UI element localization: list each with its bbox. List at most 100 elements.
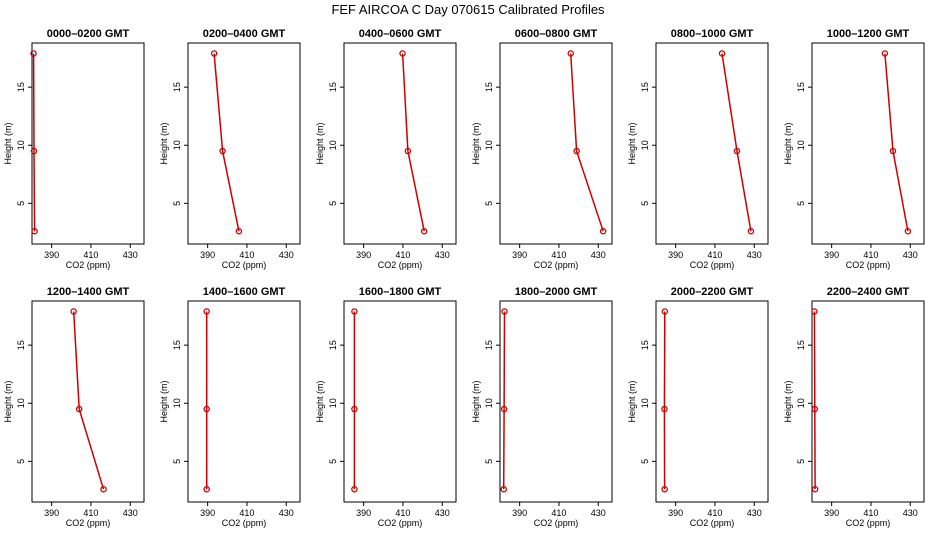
y-tick-label: 10: [640, 398, 650, 408]
x-axis-label: CO2 (ppm): [690, 260, 735, 270]
y-axis-label: Height (m): [471, 380, 481, 422]
x-tick-label: 430: [591, 508, 606, 518]
profile-point: [599, 227, 607, 235]
y-tick-label: 5: [328, 459, 338, 464]
profile-point: [889, 147, 897, 155]
x-axis-label: CO2 (ppm): [66, 518, 111, 528]
x-axis-label: CO2 (ppm): [66, 260, 111, 270]
x-tick-label: 430: [903, 508, 918, 518]
y-axis-label: Height (m): [471, 122, 481, 164]
x-tick-label: 410: [239, 250, 254, 260]
y-axis-label: Height (m): [783, 380, 793, 422]
y-tick-label: 5: [640, 459, 650, 464]
profile-point: [31, 227, 38, 235]
profile-line: [884, 53, 909, 232]
panel-title: 2200–2400 GMT: [827, 286, 910, 298]
y-axis-label: Height (m): [627, 122, 637, 164]
profile-panel: 0600–0800 GMT 390 410 430 5 10 15 CO2 (ppm) Heig…: [471, 28, 613, 270]
profile-line: [72, 311, 105, 490]
profile-point: [904, 227, 912, 235]
y-axis-label: Height (m): [315, 122, 325, 164]
y-tick-label: 5: [16, 201, 26, 206]
profile-panel: 2000–2200 GMT 390 410 430 5 10 15 CO2 (ppm) Heig…: [627, 286, 769, 528]
panel-title: 0400–0600 GMT: [359, 28, 442, 40]
plot-frame: [187, 42, 301, 245]
panel-title: 1000–1200 GMT: [827, 28, 910, 40]
x-tick-label: 430: [747, 250, 762, 260]
y-tick-label: 5: [172, 201, 182, 206]
y-tick-label: 5: [16, 459, 26, 464]
y-tick-label: 5: [796, 201, 806, 206]
y-tick-label: 10: [328, 398, 338, 408]
y-tick-label: 15: [640, 82, 650, 92]
y-tick-label: 5: [796, 459, 806, 464]
profile-point: [404, 147, 412, 155]
y-axis-label: Height (m): [315, 380, 325, 422]
x-tick-label: 410: [239, 508, 254, 518]
plot-frame: [811, 300, 925, 503]
profile-panel: 1600–1800 GMT 390 410 430 5 10 15 CO2 (ppm) Heig…: [315, 286, 457, 528]
profile-panel: 0000–0200 GMT 390 410 430 5 10 15 CO2 (ppm) Heig…: [3, 28, 145, 270]
y-tick-label: 10: [796, 140, 806, 150]
x-tick-label: 390: [668, 508, 683, 518]
x-tick-label: 430: [435, 250, 450, 260]
profile-point: [399, 50, 406, 57]
profile-point: [420, 227, 428, 235]
profile-point: [567, 50, 574, 57]
figure-title: FEF AIRCOA C Day 070615 Calibrated Profi…: [331, 2, 605, 17]
x-tick-label: 410: [395, 508, 410, 518]
x-tick-label: 430: [279, 250, 294, 260]
profile-point: [210, 50, 218, 57]
panel-title: 1200–1400 GMT: [47, 286, 130, 298]
plot-frame: [187, 300, 301, 503]
profile-point: [811, 405, 819, 413]
y-tick-label: 10: [172, 398, 182, 408]
y-tick-label: 15: [484, 340, 494, 350]
x-tick-label: 390: [668, 250, 683, 260]
y-tick-label: 15: [796, 82, 806, 92]
profile-point: [501, 308, 508, 315]
y-tick-label: 15: [796, 340, 806, 350]
profile-point: [661, 485, 668, 493]
profile-panel: 0400–0600 GMT 390 410 430 5 10 15 CO2 (ppm) Heig…: [315, 28, 457, 270]
x-axis-label: CO2 (ppm): [534, 518, 579, 528]
profile-point: [661, 405, 668, 413]
x-tick-label: 430: [903, 250, 918, 260]
plot-frame: [499, 300, 613, 503]
y-tick-label: 15: [16, 82, 26, 92]
x-tick-label: 390: [356, 250, 371, 260]
x-tick-label: 430: [123, 250, 138, 260]
panel-title: 0200–0400 GMT: [203, 28, 286, 40]
plot-frame: [655, 300, 769, 503]
profile-panel: 1800–2000 GMT 390 410 430 5 10 15 CO2 (ppm) Heig…: [471, 286, 613, 528]
x-tick-label: 410: [551, 250, 566, 260]
profile-point: [351, 405, 358, 413]
profile-line: [569, 53, 604, 232]
profile-point: [235, 227, 243, 235]
profile-line: [213, 53, 240, 232]
panel-grid: 0000–0200 GMT 390 410 430 5 10 15 CO2 (ppm) Heig…: [3, 28, 925, 528]
x-tick-label: 430: [591, 250, 606, 260]
x-tick-label: 410: [707, 250, 722, 260]
profile-point: [811, 308, 818, 315]
y-tick-label: 5: [172, 459, 182, 464]
profile-line: [401, 53, 425, 232]
profile-point: [500, 405, 508, 413]
plot-frame: [499, 42, 613, 245]
x-tick-label: 410: [395, 250, 410, 260]
panel-title: 2000–2200 GMT: [671, 286, 754, 298]
y-tick-label: 5: [484, 201, 494, 206]
x-tick-label: 390: [44, 508, 59, 518]
profile-panel: 1200–1400 GMT 390 410 430 5 10 15 CO2 (ppm) Heig…: [3, 286, 145, 528]
y-tick-label: 15: [16, 340, 26, 350]
y-tick-label: 5: [328, 201, 338, 206]
y-axis-label: Height (m): [627, 380, 637, 422]
x-tick-label: 390: [824, 508, 839, 518]
x-tick-label: 410: [83, 508, 98, 518]
panel-title: 1600–1800 GMT: [359, 286, 442, 298]
y-tick-label: 15: [640, 340, 650, 350]
profile-point: [100, 485, 107, 493]
x-tick-label: 390: [200, 250, 215, 260]
y-axis-label: Height (m): [3, 122, 13, 164]
